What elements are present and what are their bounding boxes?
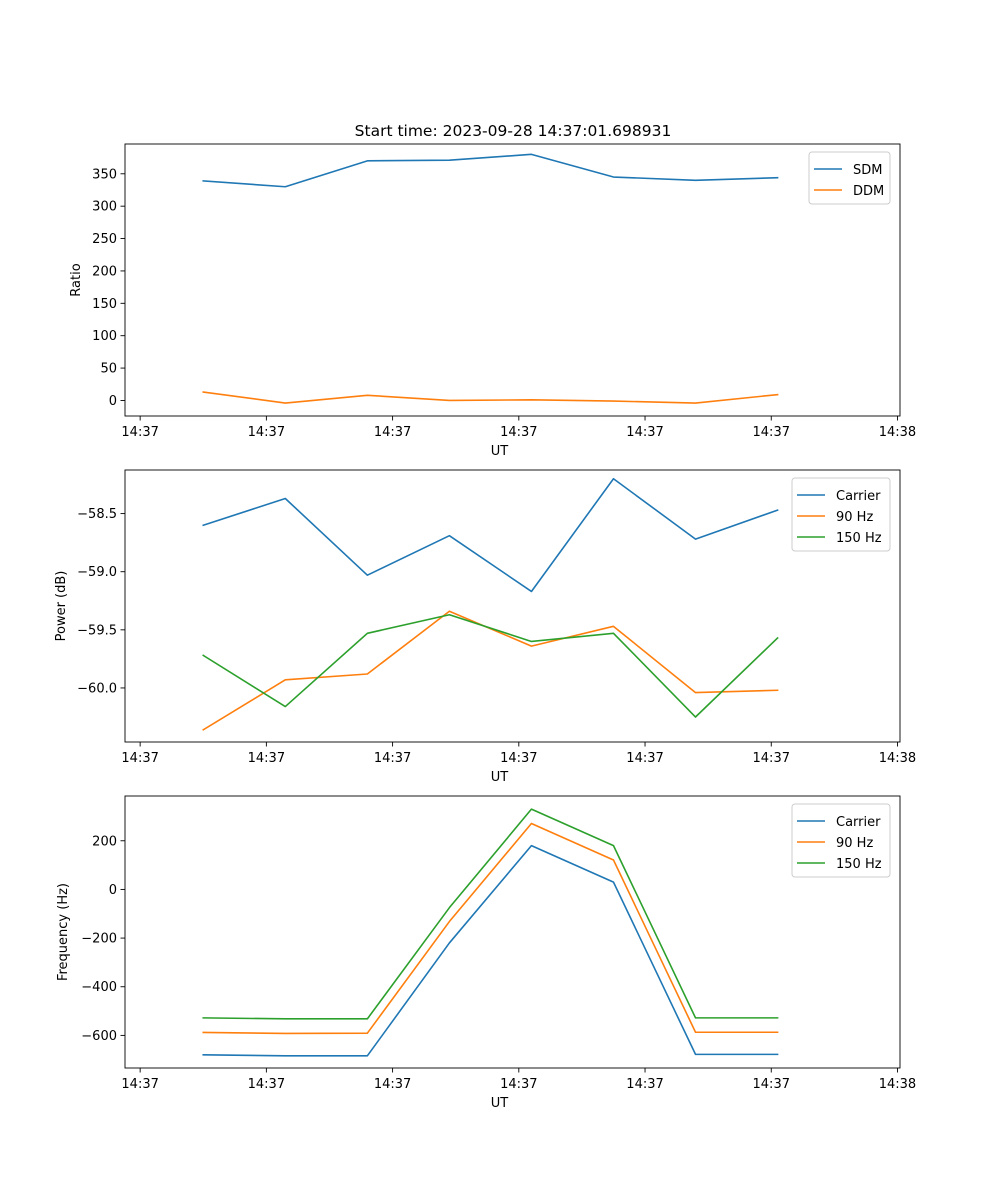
x-axis-label: UT [491,1096,509,1111]
legend-label: Carrier [836,815,881,830]
y-tick-label: −60.0 [77,681,117,696]
y-tick-label: −59.0 [77,565,117,580]
x-tick-label: 14:37 [374,425,411,440]
y-axis-label: Frequency (Hz) [56,883,71,981]
series-line-ddm [202,391,779,404]
y-tick-label: 150 [92,297,117,312]
y-axis-label: Ratio [69,263,84,296]
x-tick-label: 14:37 [121,425,158,440]
series-line-carrier [202,477,779,593]
chart-1: 14:37 14:37 14:37 14:37 14:37 14:37 14:38 0 50 10… [69,143,916,459]
chart-3: 14:37 14:37 14:37 14:37 14:37 14:37 14:38 −600 −… [56,795,916,1111]
y-tick-label: −200 [81,932,117,947]
y-tick-label: 300 [92,200,117,215]
y-tick-label: −400 [81,980,117,995]
x-tick-label: 14:38 [879,425,916,440]
x-tick-label: 14:37 [626,751,663,766]
legend-box [791,477,891,552]
y-tick-label: 50 [100,362,117,377]
y-tick-label: −59.5 [77,623,117,638]
x-tick-label: 14:37 [626,425,663,440]
legend-label: 90 Hz [836,836,873,851]
x-tick-label: 14:37 [374,1077,411,1092]
legend-label: 150 Hz [836,531,882,546]
x-tick-label: 14:37 [753,1077,790,1092]
x-tick-label: 14:37 [374,751,411,766]
x-tick-label: 14:37 [753,425,790,440]
y-tick-label: 200 [92,264,117,279]
x-axis-label: UT [491,444,509,459]
x-tick-label: 14:37 [248,425,285,440]
series-line-150-hz [202,613,779,718]
x-tick-label: 14:37 [753,751,790,766]
legend-label: SDM [853,163,882,178]
legend-label: DDM [853,184,884,199]
y-axis-label: Power (dB) [54,571,69,642]
y-tick-label: 350 [92,167,117,182]
y-tick-label: 0 [109,883,117,898]
y-tick-label: 0 [109,394,117,409]
x-tick-label: 14:37 [626,1077,663,1092]
subplots: 14:37 14:37 14:37 14:37 14:37 14:37 14:38 0 50 10… [54,143,916,1111]
legend-box [791,803,891,878]
series-line-90-hz [202,822,779,1035]
legend: Carrier 90 Hz 150 Hz [791,803,891,878]
legend: Carrier 90 Hz 150 Hz [791,477,891,552]
series-line-sdm [202,153,779,188]
y-tick-label: 100 [92,329,117,344]
axes-frame [124,795,901,1069]
x-tick-label: 14:37 [121,1077,158,1092]
legend-box [808,151,891,205]
series-line-carrier [202,844,779,1057]
x-tick-label: 14:38 [879,751,916,766]
y-tick-label: 200 [92,834,117,849]
y-tick-label: −600 [81,1029,117,1044]
x-tick-label: 14:37 [500,1077,537,1092]
figure-title: Start time: 2023-09-28 14:37:01.698931 [355,122,672,140]
legend: SDM DDM [808,151,891,205]
series-line-150-hz [202,808,779,1020]
x-tick-label: 14:37 [500,425,537,440]
x-tick-label: 14:37 [500,751,537,766]
legend-label: Carrier [836,489,881,504]
axes-frame [124,143,901,417]
y-tick-label: 250 [92,232,117,247]
x-tick-label: 14:37 [248,751,285,766]
x-axis-label: UT [491,770,509,785]
legend-label: 90 Hz [836,510,873,525]
x-tick-label: 14:37 [248,1077,285,1092]
axes-frame [124,469,901,743]
x-tick-label: 14:38 [879,1077,916,1092]
legend-label: 150 Hz [836,857,882,872]
y-tick-label: −58.5 [77,507,117,522]
chart-2: 14:37 14:37 14:37 14:37 14:37 14:37 14:38 −60.0… [54,469,916,785]
x-tick-label: 14:37 [121,751,158,766]
